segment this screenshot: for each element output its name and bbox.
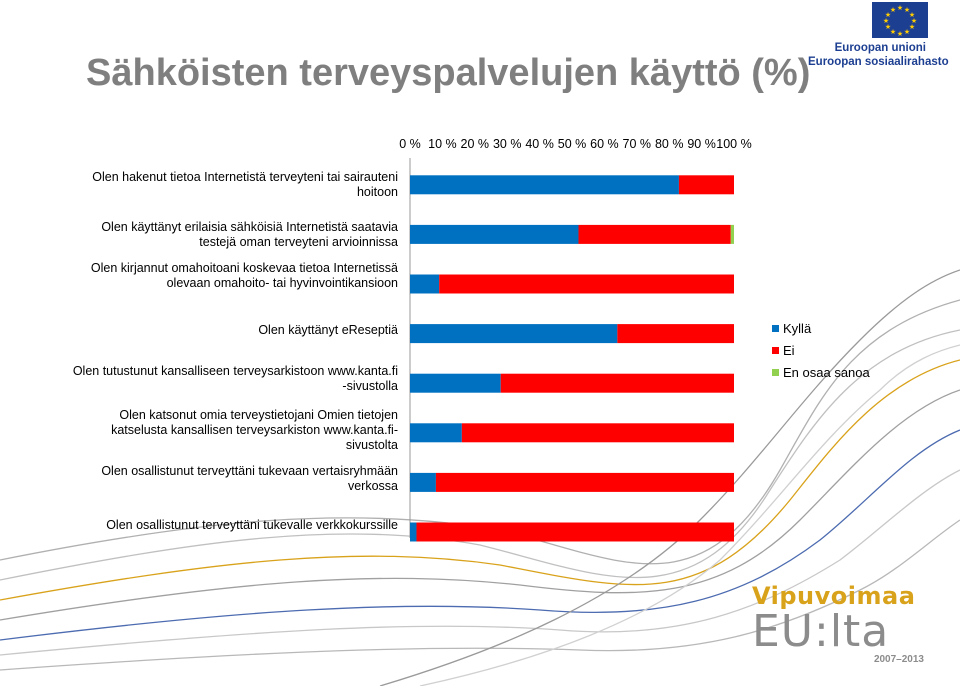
bar-segment (410, 224, 579, 244)
x-tick-label: 50 % (558, 137, 587, 151)
bar-segment (461, 423, 734, 443)
x-tick-label: 80 % (655, 137, 684, 151)
svg-text:★: ★ (890, 28, 896, 36)
x-tick-label: 100 % (716, 137, 751, 151)
legend-item: Kyllä (772, 317, 870, 339)
legend-swatch (772, 346, 779, 354)
legend-label: En osaa sanoa (783, 364, 870, 380)
category-label: Olen käyttänyt eReseptiä (258, 323, 398, 337)
svg-text:★: ★ (897, 4, 903, 12)
bar-segment (435, 472, 734, 492)
x-tick-label: 30 % (493, 137, 522, 151)
bar-segment (678, 175, 734, 195)
page-title: Sähköisten terveyspalvelujen käyttö (%) (86, 52, 811, 94)
bar-segment (410, 175, 679, 195)
x-tick-label: 90 % (687, 137, 716, 151)
legend-swatch (772, 368, 779, 376)
category-label: Olen tutustunut kansalliseen terveysarki… (72, 364, 398, 393)
legend-label: Ei (783, 342, 795, 358)
vipu-mid-text: EU:lta (752, 606, 890, 657)
svg-text:★: ★ (885, 11, 891, 19)
bar-segment (578, 224, 731, 244)
legend-label: Kyllä (783, 320, 812, 336)
category-label: Olen käyttänyt erilaisia sähköisiä Inter… (101, 220, 398, 249)
bar-segment (410, 522, 417, 542)
bar-segment (410, 373, 501, 393)
svg-text:★: ★ (909, 11, 915, 19)
eu-text-logo: Euroopan unioni Euroopan sosiaalirahasto (808, 41, 949, 69)
bar-segment (410, 324, 618, 344)
svg-text:★: ★ (909, 23, 915, 31)
bar-segment (730, 224, 734, 244)
legend-item: En osaa sanoa (772, 361, 870, 383)
vipu-years-text: 2007–2013 (873, 654, 924, 665)
svg-text:★: ★ (911, 17, 917, 25)
x-tick-label: 20 % (461, 137, 490, 151)
legend-swatch (772, 324, 779, 332)
svg-text:★: ★ (883, 17, 889, 25)
bar-segment (410, 472, 436, 492)
category-label: Olen osallistunut terveyttäni tukevaan v… (101, 464, 398, 493)
bar-segment (410, 274, 440, 294)
svg-text:★: ★ (904, 28, 910, 36)
category-label: Olen kirjannut omahoitoani koskevaa tiet… (90, 261, 398, 290)
legend-item: Ei (772, 339, 870, 361)
bar-segment (500, 373, 734, 393)
vipuvoimaa-logo: Vipuvoimaa EU:lta 2007–2013 (752, 582, 932, 665)
svg-text:★: ★ (890, 6, 896, 14)
category-label: Olen hakenut tietoa Internetistä terveyt… (92, 170, 398, 199)
x-tick-label: 60 % (590, 137, 619, 151)
eu-line2: Euroopan sosiaalirahasto (808, 56, 949, 68)
category-label: Olen katsonut omia terveystietojani Omie… (111, 408, 398, 452)
category-label: Olen osallistunut terveyttäni tukevalle … (106, 518, 398, 532)
bar-segment (439, 274, 734, 294)
x-tick-label: 0 % (399, 137, 421, 151)
svg-text:★: ★ (897, 30, 903, 38)
bar-segment (410, 423, 462, 443)
svg-text:★: ★ (904, 6, 910, 14)
vipu-top-text: Vipuvoimaa (752, 582, 916, 610)
x-tick-label: 40 % (525, 137, 554, 151)
eu-line1: Euroopan unioni (834, 42, 926, 54)
bar-segment (416, 522, 734, 542)
svg-text:★: ★ (885, 23, 891, 31)
eu-flag-logo: ★ ★ ★ ★ ★ ★ ★ ★ ★ ★ ★ ★ (872, 2, 928, 38)
chart-legend: Kyllä Ei En osaa sanoa (772, 317, 870, 383)
bar-segment (617, 324, 734, 344)
x-tick-label: 10 % (428, 137, 457, 151)
x-tick-label: 70 % (623, 137, 652, 151)
